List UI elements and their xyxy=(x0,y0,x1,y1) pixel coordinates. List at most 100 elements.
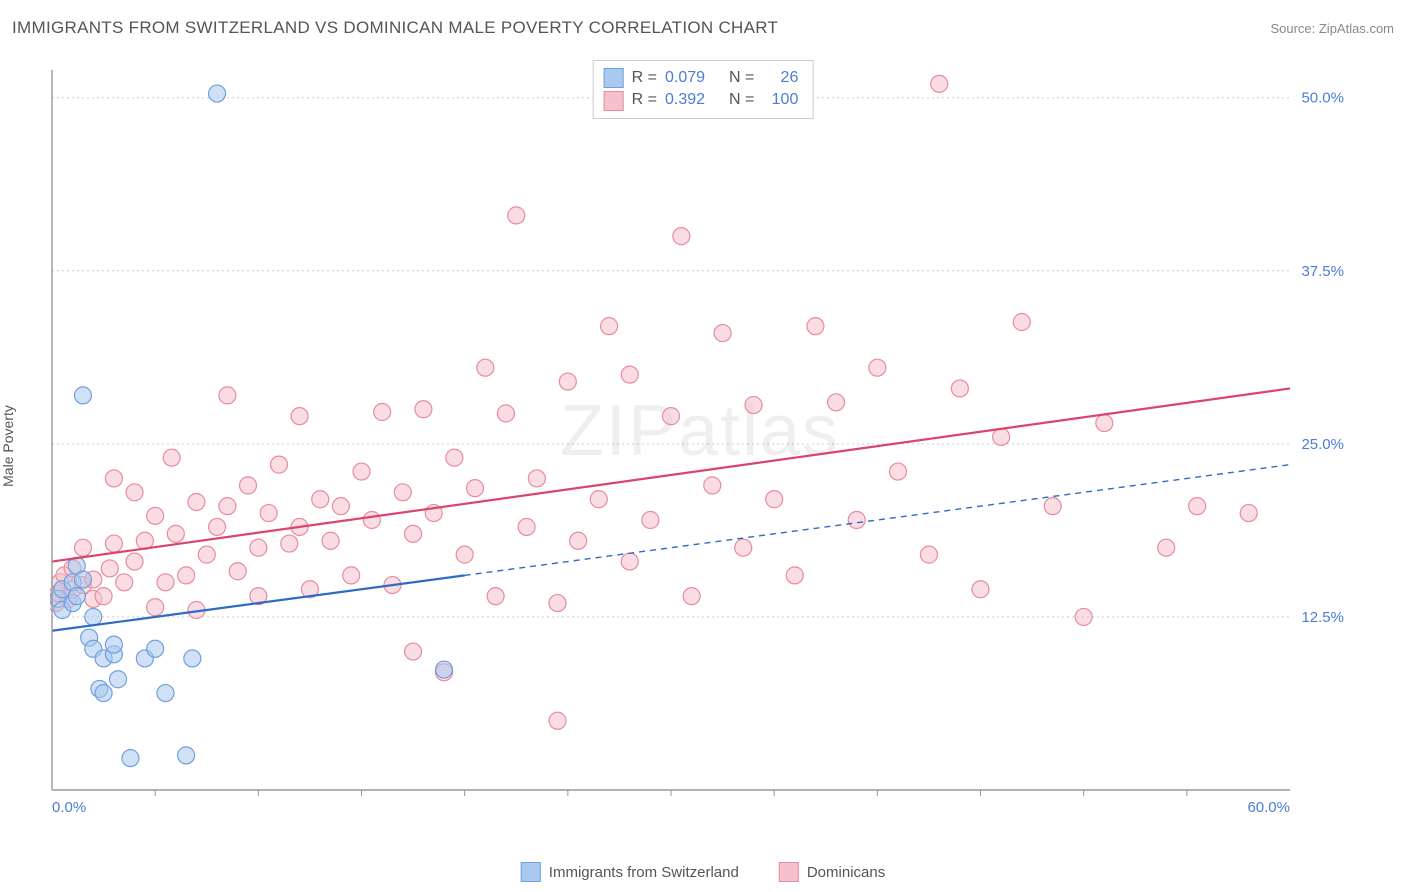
data-point-dominicans xyxy=(1096,415,1113,432)
chart-header: IMMIGRANTS FROM SWITZERLAND VS DOMINICAN… xyxy=(12,18,1394,38)
data-point-dominicans xyxy=(291,408,308,425)
data-point-dominicans xyxy=(147,599,164,616)
chart-title: IMMIGRANTS FROM SWITZERLAND VS DOMINICAN… xyxy=(12,18,778,38)
data-point-dominicans xyxy=(240,477,257,494)
data-point-dominicans xyxy=(353,463,370,480)
data-point-dominicans xyxy=(363,512,380,529)
data-point-dominicans xyxy=(405,525,422,542)
data-point-dominicans xyxy=(466,480,483,497)
data-point-switzerland xyxy=(74,387,91,404)
y-tick-label: 50.0% xyxy=(1301,90,1344,107)
data-point-switzerland xyxy=(209,85,226,102)
legend-swatch xyxy=(521,862,541,882)
data-point-dominicans xyxy=(456,546,473,563)
data-point-dominicans xyxy=(394,484,411,501)
correlation-row: R = 0.392 N = 100 xyxy=(604,89,799,111)
legend-item: Immigrants from Switzerland xyxy=(521,862,739,882)
data-point-dominicans xyxy=(714,325,731,342)
n-label: N = xyxy=(729,89,754,111)
data-point-dominicans xyxy=(332,498,349,515)
data-point-dominicans xyxy=(549,712,566,729)
data-point-switzerland xyxy=(68,588,85,605)
data-point-dominicans xyxy=(601,318,618,335)
data-point-dominicans xyxy=(446,449,463,466)
data-point-switzerland xyxy=(147,640,164,657)
data-point-dominicans xyxy=(621,366,638,383)
data-point-dominicans xyxy=(766,491,783,508)
data-point-dominicans xyxy=(508,207,525,224)
data-point-dominicans xyxy=(260,505,277,522)
data-point-dominicans xyxy=(374,404,391,421)
source-attribution: Source: ZipAtlas.com xyxy=(1270,21,1394,36)
data-point-dominicans xyxy=(663,408,680,425)
legend-swatch xyxy=(604,68,624,88)
x-tick-label: 0.0% xyxy=(52,799,86,816)
data-point-dominicans xyxy=(673,228,690,245)
data-point-dominicans xyxy=(219,498,236,515)
data-point-dominicans xyxy=(281,535,298,552)
data-point-dominicans xyxy=(167,525,184,542)
data-point-dominicans xyxy=(116,574,133,591)
data-point-dominicans xyxy=(559,373,576,390)
data-point-dominicans xyxy=(101,560,118,577)
trend-line-dashed-switzerland xyxy=(465,465,1290,576)
data-point-dominicans xyxy=(312,491,329,508)
data-point-dominicans xyxy=(1240,505,1257,522)
n-value: 26 xyxy=(762,67,798,89)
data-point-dominicans xyxy=(642,512,659,529)
data-point-dominicans xyxy=(951,380,968,397)
legend-label: Immigrants from Switzerland xyxy=(549,864,739,881)
data-point-switzerland xyxy=(85,608,102,625)
data-point-dominicans xyxy=(343,567,360,584)
trend-line-switzerland xyxy=(52,575,465,630)
data-point-dominicans xyxy=(1189,498,1206,515)
data-point-dominicans xyxy=(735,539,752,556)
legend-swatch xyxy=(779,862,799,882)
data-point-dominicans xyxy=(869,359,886,376)
data-point-dominicans xyxy=(828,394,845,411)
data-point-dominicans xyxy=(405,643,422,660)
data-point-dominicans xyxy=(590,491,607,508)
data-point-dominicans xyxy=(270,456,287,473)
data-point-dominicans xyxy=(993,428,1010,445)
data-point-dominicans xyxy=(786,567,803,584)
data-point-dominicans xyxy=(1044,498,1061,515)
y-tick-label: 37.5% xyxy=(1301,263,1344,280)
data-point-dominicans xyxy=(497,405,514,422)
correlation-legend: R = 0.079N = 26R = 0.392 N = 100 xyxy=(593,60,814,119)
r-value: 0.392 xyxy=(665,89,721,111)
data-point-dominicans xyxy=(105,470,122,487)
data-point-dominicans xyxy=(105,535,122,552)
n-value: 100 xyxy=(762,89,798,111)
data-point-dominicans xyxy=(74,539,91,556)
data-point-dominicans xyxy=(549,595,566,612)
r-value: 0.079 xyxy=(665,67,721,89)
data-point-dominicans xyxy=(250,539,267,556)
data-point-dominicans xyxy=(570,532,587,549)
data-point-dominicans xyxy=(528,470,545,487)
y-tick-label: 25.0% xyxy=(1301,436,1344,453)
data-point-dominicans xyxy=(621,553,638,570)
data-point-dominicans xyxy=(95,588,112,605)
data-point-dominicans xyxy=(518,518,535,535)
data-point-switzerland xyxy=(74,571,91,588)
watermark-text: ZIPatlas xyxy=(560,391,840,471)
y-tick-label: 12.5% xyxy=(1301,609,1344,626)
r-label: R = xyxy=(632,67,657,89)
data-point-dominicans xyxy=(745,397,762,414)
chart-plot-area: 12.5%25.0%37.5%50.0%ZIPatlas0.0%60.0% xyxy=(50,60,1350,820)
legend-swatch xyxy=(604,91,624,111)
data-point-switzerland xyxy=(105,636,122,653)
legend-label: Dominicans xyxy=(807,864,885,881)
data-point-dominicans xyxy=(188,494,205,511)
data-point-dominicans xyxy=(126,553,143,570)
data-point-dominicans xyxy=(704,477,721,494)
data-point-dominicans xyxy=(198,546,215,563)
correlation-row: R = 0.079N = 26 xyxy=(604,67,799,89)
data-point-switzerland xyxy=(95,685,112,702)
data-point-dominicans xyxy=(477,359,494,376)
data-point-dominicans xyxy=(163,449,180,466)
r-label: R = xyxy=(632,89,657,111)
data-point-dominicans xyxy=(972,581,989,598)
data-point-dominicans xyxy=(415,401,432,418)
